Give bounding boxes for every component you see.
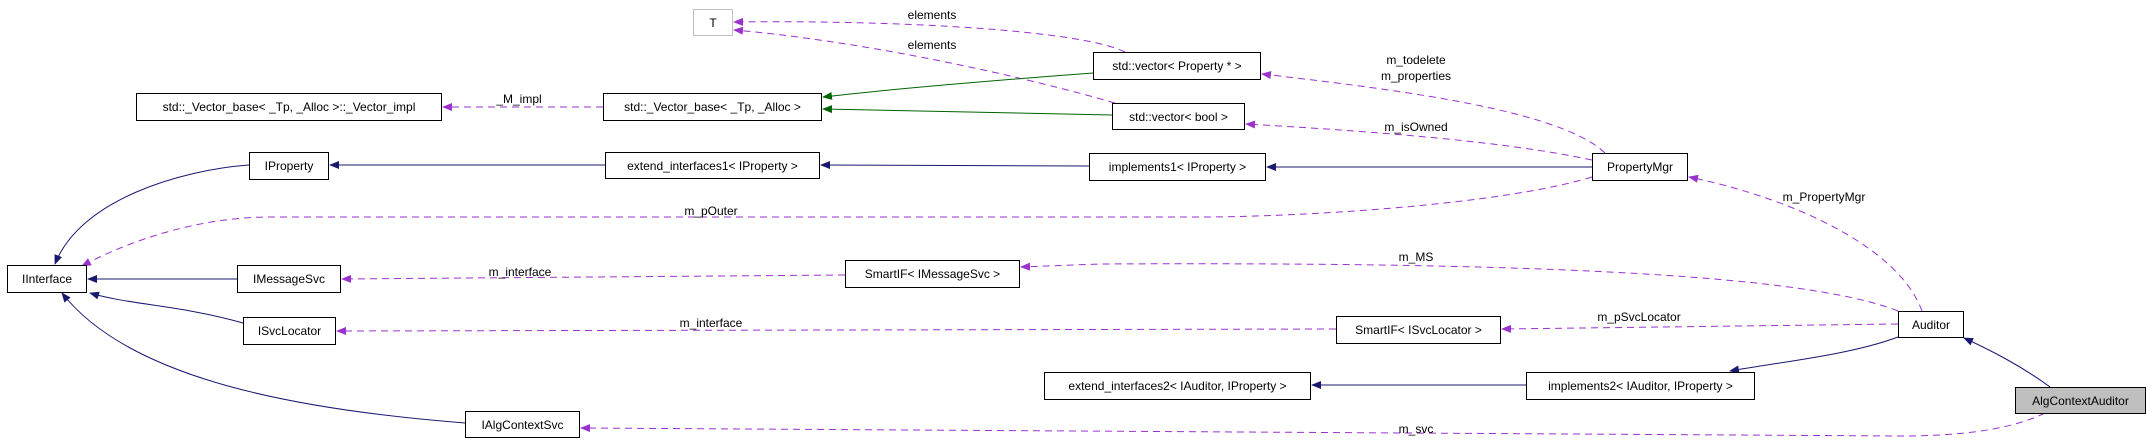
edge-ialgcontextsvc-iinterface: [61, 292, 466, 424]
node-isvclocator[interactable]: ISvcLocator: [243, 317, 336, 345]
label-m-psvclocator: m_pSvcLocator: [1597, 310, 1681, 324]
edge-vecbool-vecbase: [822, 105, 1113, 116]
node-vector-impl[interactable]: std::_Vector_base< _Tp, _Alloc >::_Vecto…: [136, 93, 442, 121]
label-elements-2: elements: [907, 38, 957, 52]
edge-elements-1: [733, 17, 1126, 53]
label-m-interface-1: m_interface: [488, 265, 552, 279]
template-edges: [822, 72, 1113, 116]
label-m-interface-2: m_interface: [679, 316, 743, 330]
usage-edges: [81, 17, 2046, 437]
node-imessagesvc[interactable]: IMessageSvc: [237, 265, 341, 293]
node-vector-property[interactable]: std::vector< Property * >: [1093, 52, 1261, 80]
edge-algcontextauditor-auditor: [1963, 337, 2051, 388]
label-m-isowned: m_isOwned: [1384, 120, 1448, 134]
node-vector-bool[interactable]: std::vector< bool >: [1112, 103, 1245, 130]
edge-m-ms: [1020, 262, 1899, 312]
edge-m-svc: [580, 412, 2046, 437]
node-implements1[interactable]: implements1< IProperty >: [1089, 153, 1266, 181]
inheritance-edges: [54, 161, 2051, 424]
edge-iproperty-iinterface: [54, 164, 250, 265]
edge-isvclocator-iinterface: [89, 291, 244, 324]
node-vector-base[interactable]: std::_Vector_base< _Tp, _Alloc >: [603, 93, 822, 121]
edge-elements-2: [733, 26, 1116, 104]
label-m-propertymgr: m_PropertyMgr: [1782, 190, 1866, 204]
node-extend-interfaces2[interactable]: extend_interfaces2< IAuditor, IProperty …: [1044, 372, 1311, 400]
edge-m-interface-2: [336, 326, 1337, 335]
node-extend-interfaces1[interactable]: extend_interfaces1< IProperty >: [605, 152, 820, 179]
label-m-properties: m_properties: [1380, 69, 1452, 83]
label-m-todelete: m_todelete: [1386, 53, 1446, 67]
node-iproperty[interactable]: IProperty: [249, 152, 329, 180]
node-ialgcontextsvc[interactable]: IAlgContextSvc: [465, 411, 580, 438]
node-implements2[interactable]: implements2< IAuditor, IProperty >: [1526, 372, 1755, 400]
label-m-impl: _M_impl: [496, 92, 542, 106]
edge-m-todelete: [1261, 71, 1606, 154]
label-m-pouter: m_pOuter: [684, 204, 738, 218]
edge-vecprop-vecbase: [822, 72, 1094, 100]
edge-impl1-ext1: [820, 161, 1090, 170]
edge-m-psvclocator: [1501, 323, 1899, 333]
node-t[interactable]: T: [693, 9, 733, 36]
node-smartif-isvclocator[interactable]: SmartIF< ISvcLocator >: [1336, 316, 1501, 344]
node-algcontextauditor: AlgContextAuditor: [2015, 387, 2146, 414]
node-iinterface[interactable]: IInterface: [7, 265, 87, 293]
node-propertymgr[interactable]: PropertyMgr: [1592, 153, 1688, 181]
edge-m-interface-1: [341, 274, 846, 283]
edge-auditor-impl2: [1729, 336, 1899, 374]
edge-m-pouter: [81, 176, 1593, 267]
node-smartif-imessagesvc[interactable]: SmartIF< IMessageSvc >: [845, 260, 1020, 288]
label-m-svc: m_svc: [1398, 422, 1434, 436]
label-m-ms: m_MS: [1398, 250, 1434, 264]
label-elements-1: elements: [907, 8, 957, 22]
edge-m-isowned: [1245, 120, 1593, 161]
node-auditor[interactable]: Auditor: [1898, 311, 1964, 338]
edge-m-propertymgr: [1688, 174, 1923, 312]
